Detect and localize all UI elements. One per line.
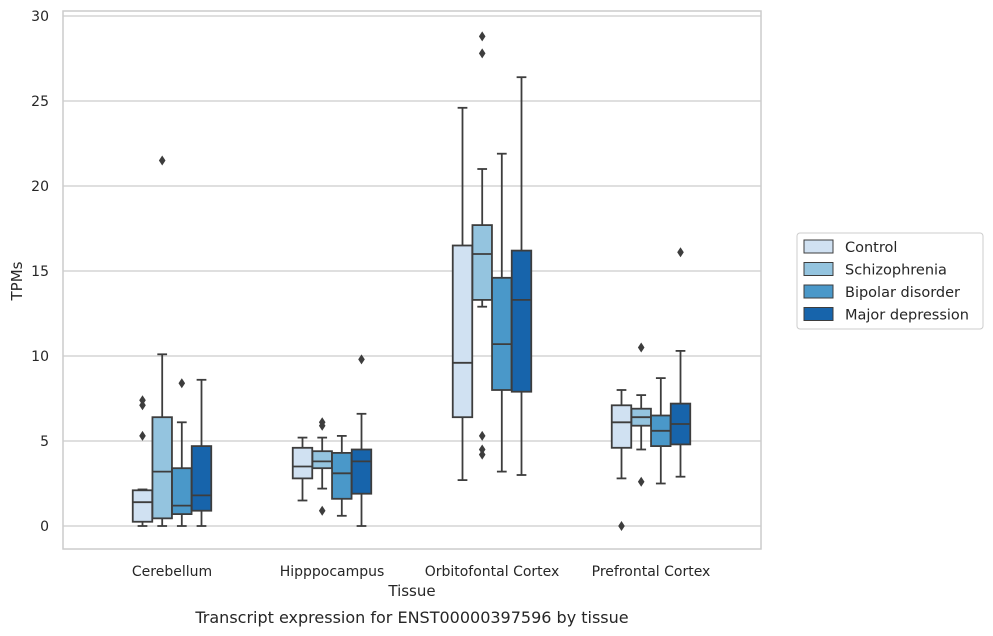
outlier-point <box>358 354 365 365</box>
box-body <box>291 446 314 480</box>
box-body <box>190 445 213 512</box>
y-tick-label: 20 <box>31 179 49 195</box>
box-body <box>350 448 373 495</box>
box-body <box>131 489 154 523</box>
box-body <box>471 224 493 301</box>
box-schizophrenia <box>471 31 493 460</box>
box-schizophrenia <box>630 342 652 487</box>
legend: Control Schizophrenia Bipolar disorder Majo… <box>796 232 984 330</box>
x-tick-label: Prefrontal Cortex <box>592 564 711 580</box>
x-axis-label: Tissue <box>387 582 435 600</box>
box-bipolar-disorder <box>650 377 672 485</box>
outlier-point <box>478 430 486 441</box>
x-axis-ticks: Cerebellum Hipppocampus Orbitofontal Corte… <box>132 564 710 580</box>
plot-frame <box>62 10 762 550</box>
y-tick-label: 30 <box>31 9 49 25</box>
outlier-point <box>178 378 186 389</box>
box-body <box>311 450 333 470</box>
legend-label: Control <box>845 240 897 256</box>
box-control <box>131 395 154 527</box>
chart-caption: Transcript expression for ENST0000039759… <box>194 608 628 627</box>
box-major-depression <box>510 76 533 476</box>
outlier-point <box>478 449 486 460</box>
box-body <box>331 451 353 500</box>
box-groups <box>131 31 692 531</box>
legend-swatch <box>803 284 834 299</box>
box-bipolar-disorder <box>171 378 193 527</box>
outlier-point <box>618 521 625 531</box>
legend-label: Schizophrenia <box>845 263 947 279</box>
box-control <box>451 106 474 482</box>
box-control <box>291 436 314 502</box>
box-body <box>610 404 633 449</box>
legend-label: Major depression <box>845 308 969 324</box>
y-tick-label: 0 <box>40 519 49 535</box>
legend-swatch <box>803 307 834 321</box>
box-major-depression <box>669 247 692 478</box>
y-tick-label: 15 <box>31 264 49 280</box>
legend-swatch <box>803 239 834 254</box>
box-bipolar-disorder <box>331 434 353 517</box>
outlier-point <box>478 48 486 59</box>
legend-label: Bipolar disorder <box>845 285 960 301</box>
outlier-point <box>478 31 486 42</box>
outlier-point <box>478 444 486 455</box>
x-tick-label: Hipppocampus <box>280 564 385 580</box>
box-major-depression <box>350 354 373 527</box>
box-body <box>510 249 533 393</box>
outlier-point <box>158 155 166 166</box>
x-tick-label: Cerebellum <box>132 564 212 580</box>
box-body <box>151 416 173 520</box>
outlier-point <box>637 476 645 487</box>
y-tick-label: 25 <box>31 94 49 110</box>
outlier-point <box>318 505 326 516</box>
y-axis-ticks: 0 5 10 15 20 25 30 <box>31 9 49 535</box>
box-body <box>491 276 513 391</box>
legend-swatch <box>803 262 834 276</box>
outlier-point <box>139 400 146 411</box>
y-tick-label: 5 <box>40 434 49 450</box>
x-tick-label: Orbitofontal Cortex <box>425 564 560 580</box>
y-tick-label: 10 <box>31 349 49 365</box>
outlier-point <box>318 417 326 428</box>
box-major-depression <box>190 378 213 527</box>
box-body <box>451 244 474 419</box>
outlier-point <box>139 395 146 406</box>
legend-items: Control Schizophrenia Bipolar disorder Majo… <box>803 239 969 324</box>
outlier-point <box>139 430 146 441</box>
outlier-point <box>637 342 645 353</box>
outlier-point <box>677 247 684 258</box>
y-axis-label: TPMs <box>8 261 26 301</box>
box-schizophrenia <box>311 417 333 516</box>
box-body <box>171 467 193 516</box>
legend-frame <box>796 232 984 330</box>
